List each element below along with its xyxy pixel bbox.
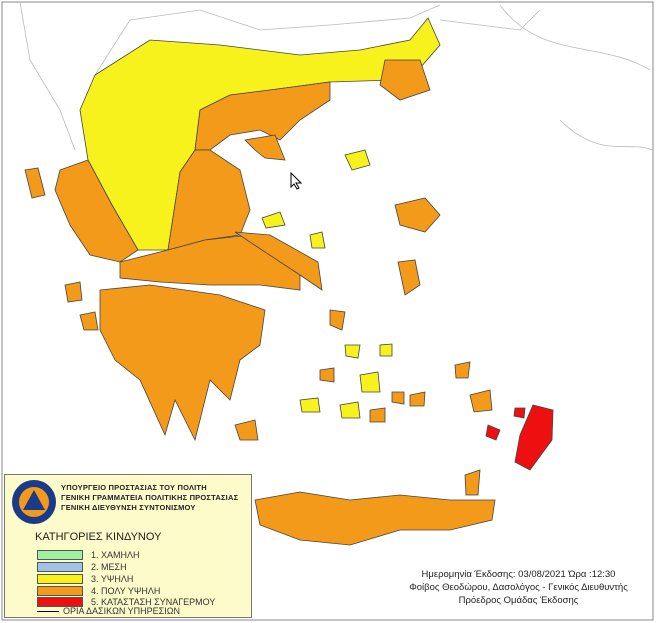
legend-label: ΟΡΙΑ ΔΑΣΙΚΩΝ ΥΠΗΡΕΣΙΩΝ bbox=[63, 606, 180, 616]
legend-label: 4. ΠΟΛΥ ΥΨΗΛΗ bbox=[91, 586, 161, 596]
legend-panel: ΥΠΟΥΡΓΕΙΟ ΠΡΟΣΤΑΣΙΑΣ ΤΟΥ ΠΟΛΙΤΗ ΓΕΝΙΚΗ Γ… bbox=[4, 474, 252, 618]
issue-date: Ημερομηνία Έκδοσης: 03/08/2021 Ώρα :12:3… bbox=[421, 569, 616, 580]
region-very-high bbox=[24, 59, 496, 546]
issue-author: Φοίβος Θεοδώρου, Δασολόγος - Γενικός Διε… bbox=[409, 582, 628, 593]
mouse-cursor-icon bbox=[290, 172, 302, 190]
neighbor-borders bbox=[19, 1, 653, 151]
legend-border-item: ΟΡΙΑ ΔΑΣΙΚΩΝ ΥΠΗΡΕΣΙΩΝ bbox=[37, 606, 180, 616]
ministry-line-2: ΓΕΝΙΚΗ ΓΡΑΜΜΑΤΕΙΑ ΠΟΛΙΤΙΚΗΣ ΠΡΟΣΤΑΣΙΑΣ bbox=[61, 493, 239, 502]
legend-item-low: 1. ΧΑΜΗΛΗ bbox=[37, 550, 140, 560]
issue-role: Πρόεδρος Ομάδας Έκδοσης bbox=[458, 595, 579, 606]
legend-label: 1. ΧΑΜΗΛΗ bbox=[91, 550, 140, 560]
legend-label: 2. ΜΕΣΗ bbox=[91, 562, 127, 572]
legend-label: 5. ΚΑΤΑΣΤΑΣΗ ΣΥΝΑΓΕΡΜΟΥ bbox=[91, 597, 216, 607]
legend-swatch bbox=[37, 574, 83, 584]
legend-swatch bbox=[37, 550, 83, 560]
legend-item-alert: 5. ΚΑΤΑΣΤΑΣΗ ΣΥΝΑΓΕΡΜΟΥ bbox=[37, 597, 215, 607]
legend-swatch bbox=[37, 597, 83, 607]
issue-info: Ημερομηνία Έκδοσης: 03/08/2021 Ώρα :12:3… bbox=[386, 568, 651, 607]
civil-protection-logo bbox=[12, 480, 56, 524]
border-line-icon bbox=[37, 610, 59, 612]
legend-swatch bbox=[37, 586, 83, 596]
legend-item-medium: 2. ΜΕΣΗ bbox=[37, 562, 127, 572]
legend-item-high: 3. ΥΨΗΛΗ bbox=[37, 574, 133, 584]
ministry-line-3: ΓΕΝΙΚΗ ΔΙΕΥΘΥΝΣΗ ΣΥΝΤΟΝΙΣΜΟΥ bbox=[61, 503, 196, 512]
legend-title: ΚΑΤΗΓΟΡΙΕΣ ΚΙΝΔΥΝΟΥ bbox=[35, 531, 162, 543]
ministry-line-1: ΥΠΟΥΡΓΕΙΟ ΠΡΟΣΤΑΣΙΑΣ ΤΟΥ ΠΟΛΙΤΗ bbox=[61, 483, 207, 492]
region-small-islands bbox=[299, 231, 426, 423]
region-alert bbox=[485, 404, 554, 471]
legend-label: 3. ΥΨΗΛΗ bbox=[91, 574, 134, 584]
legend-item-very-high: 4. ΠΟΛΥ ΥΨΗΛΗ bbox=[37, 586, 160, 596]
legend-swatch bbox=[37, 562, 83, 572]
